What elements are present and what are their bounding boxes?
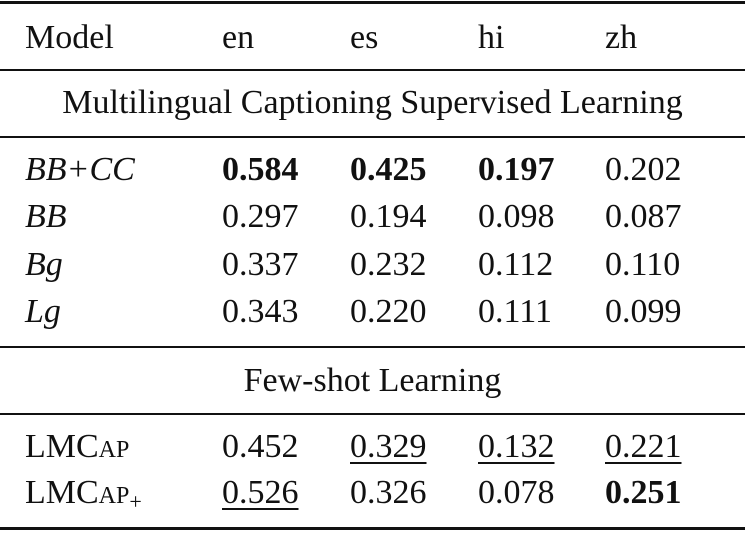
model-name: BB+CC xyxy=(25,151,135,188)
section-rule xyxy=(0,346,745,348)
model-cell: Lg xyxy=(25,292,61,332)
model-cell: BB xyxy=(25,197,67,237)
value-cell: 0.526 xyxy=(222,474,299,511)
model-name: BB xyxy=(25,198,67,235)
value-cell: 0.087 xyxy=(605,198,682,235)
value-cell: 0.202 xyxy=(605,151,682,188)
value-cell: 0.452 xyxy=(222,428,299,465)
header-rule xyxy=(0,69,745,71)
header-cell: en xyxy=(222,19,255,56)
value-cell: 0.194 xyxy=(350,198,427,235)
value-cell: 0.232 xyxy=(350,246,427,283)
model-name: LMCap xyxy=(25,474,130,511)
value-cell: 0.220 xyxy=(350,293,427,330)
value-cell: 0.099 xyxy=(605,293,682,330)
model-subscript: + xyxy=(129,489,142,514)
model-cell: LMCap+ xyxy=(25,473,142,514)
header-cell: es xyxy=(350,19,379,56)
model-name: LMCap xyxy=(25,428,130,465)
header-cell: zh xyxy=(605,19,638,56)
value-cell: 0.221 xyxy=(605,428,682,465)
section-rule xyxy=(0,136,745,138)
model-cell: BB+CC xyxy=(25,150,135,190)
section-title: Few-shot Learning xyxy=(243,362,502,399)
value-cell: 0.098 xyxy=(478,198,555,235)
model-cell: Bg xyxy=(25,245,63,285)
value-cell: 0.584 xyxy=(222,151,299,188)
value-cell: 0.111 xyxy=(478,293,552,330)
header-cell: hi xyxy=(478,19,505,56)
section-title: Multilingual Captioning Supervised Learn… xyxy=(62,84,683,121)
value-cell: 0.110 xyxy=(605,246,681,283)
value-cell: 0.425 xyxy=(350,151,427,188)
value-cell: 0.112 xyxy=(478,246,554,283)
value-cell: 0.132 xyxy=(478,428,555,465)
value-cell: 0.297 xyxy=(222,198,299,235)
section-rule xyxy=(0,413,745,415)
model-name: Lg xyxy=(25,293,61,330)
value-cell: 0.329 xyxy=(350,428,427,465)
header-cell: Model xyxy=(25,19,114,56)
value-cell: 0.343 xyxy=(222,293,299,330)
model-cell: LMCap xyxy=(25,427,129,467)
model-name: Bg xyxy=(25,246,63,283)
bottom-rule xyxy=(0,527,745,530)
top-rule xyxy=(0,1,745,4)
value-cell: 0.197 xyxy=(478,151,555,188)
value-cell: 0.251 xyxy=(605,474,682,511)
value-cell: 0.078 xyxy=(478,474,555,511)
value-cell: 0.337 xyxy=(222,246,299,283)
value-cell: 0.326 xyxy=(350,474,427,511)
